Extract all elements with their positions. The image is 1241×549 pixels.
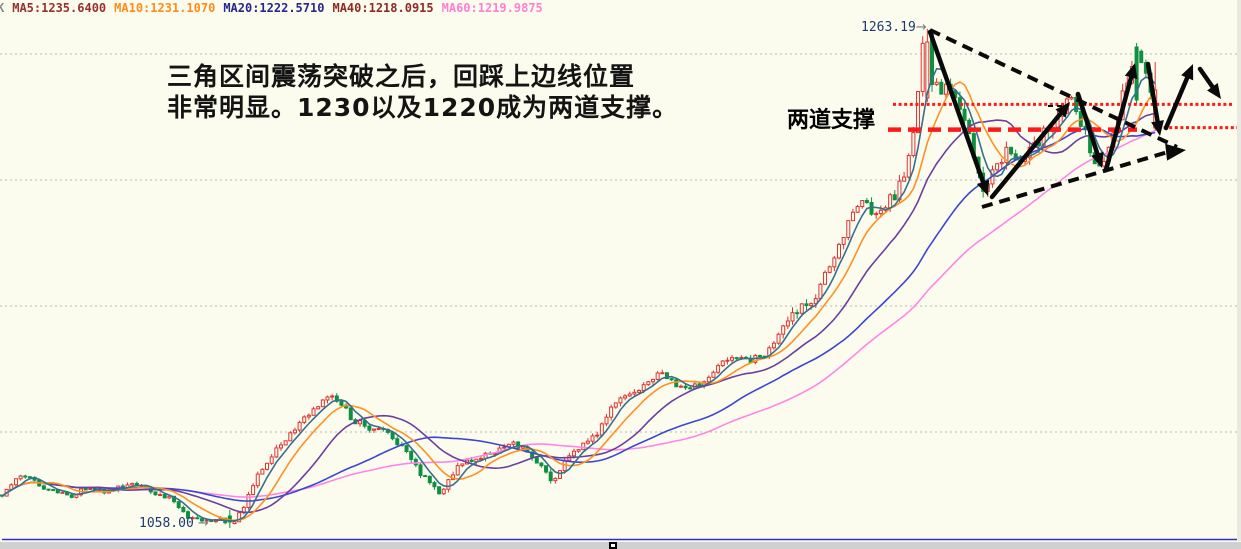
bottom-status-strip (0, 541, 1241, 549)
legend-item: K (0, 1, 5, 15)
low-price-label: 1058.00 → (139, 516, 209, 531)
low-price-value: 1058.00 (139, 516, 194, 531)
analysis-note-line2: 非常明显。1230以及1220成为两道支撑。 (167, 93, 679, 122)
ma-legend: K MA5:1235.6400 MA10:1231.1070 MA20:1222.57… (0, 1, 551, 15)
legend-item: MA5:1235.6400 (12, 1, 107, 15)
gridlines (0, 53, 1237, 433)
legend-item: MA10:1231.1070 (114, 1, 216, 15)
trend-arrows (927, 29, 1221, 200)
legend-item: MA20:1222.5710 (223, 1, 325, 15)
ma-line-MA5 (1, 67, 1156, 522)
peak-price-label: 1263.19→ (861, 20, 927, 35)
ma-line-MA10 (1, 81, 1156, 522)
peak-price-value: 1263.19 (861, 20, 916, 35)
legend-item: MA60:1219.9875 (441, 1, 543, 15)
candles-layer (0, 29, 1158, 528)
peak-arrow-icon: → (915, 20, 927, 35)
analysis-note: 三角区间震荡突破之后，回踩上边线位置 非常明显。1230以及1220成为两道支撑… (167, 61, 678, 123)
bottom-marker-box (609, 542, 617, 549)
moving-average-lines (1, 67, 1156, 522)
right-edge-strip (1237, 0, 1241, 541)
support-annotation-label: 两道支撑 (787, 108, 876, 133)
low-arrow-icon: → (193, 516, 209, 531)
legend-item: MA40:1218.0915 (332, 1, 434, 15)
triangle-trendlines (929, 28, 1186, 209)
ma-line-MA40 (1, 126, 1156, 502)
analysis-note-line1: 三角区间震荡突破之后，回踩上边线位置 (167, 62, 636, 91)
